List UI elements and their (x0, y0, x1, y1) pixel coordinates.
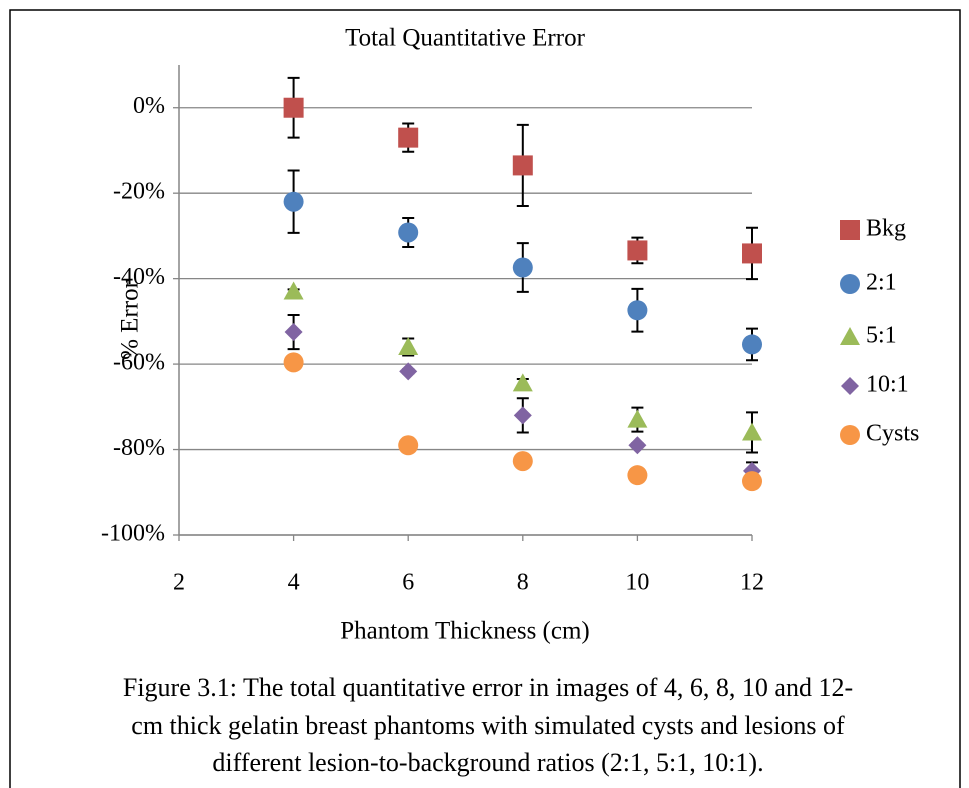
data-point (742, 243, 762, 264)
x-tick-label: 10 (625, 570, 649, 596)
x-tick-label: 2 (173, 570, 185, 596)
data-point (399, 362, 418, 381)
x-tick-label: 8 (517, 570, 529, 596)
y-tick-label: -20% (113, 179, 165, 205)
data-point (628, 436, 647, 455)
data-point (742, 334, 762, 355)
legend-label: 2:1 (866, 270, 897, 296)
data-point (283, 191, 304, 212)
data-point (512, 373, 533, 392)
data-point (512, 257, 533, 278)
data-point (512, 155, 533, 176)
legend-label: Bkg (866, 216, 906, 242)
y-tick-label: 0% (133, 93, 165, 119)
legend-marker (840, 425, 860, 445)
x-axis-title: Phantom Thickness (cm) (340, 618, 590, 645)
caption-line: different lesion-to-background ratios (2… (212, 748, 763, 777)
data-point (283, 352, 304, 373)
data-point (398, 337, 419, 355)
y-tick-label: -100% (101, 521, 165, 547)
y-tick-label: -40% (113, 264, 165, 290)
data-point (398, 127, 419, 148)
y-tick-label: -80% (113, 435, 165, 461)
data-point (627, 240, 648, 261)
data-point (742, 471, 762, 492)
data-point (627, 300, 648, 321)
chart-title: Total Quantitative Error (345, 25, 586, 52)
frame (9, 9, 961, 788)
x-tick-label: 4 (288, 570, 300, 596)
legend-label: Cysts (866, 421, 919, 447)
caption-line: cm thick gelatin breast phantoms with si… (131, 711, 845, 740)
caption-line: Figure 3.1: The total quantitative error… (123, 673, 853, 702)
data-point (283, 97, 304, 118)
data-point (283, 281, 304, 300)
data-point (398, 435, 419, 456)
data-point (627, 465, 648, 486)
data-point (398, 222, 419, 243)
data-point (742, 422, 762, 441)
legend-label: 10:1 (866, 372, 909, 398)
x-tick-label: 12 (740, 570, 764, 596)
x-tick-label: 6 (402, 570, 414, 596)
legend-marker (840, 327, 860, 345)
y-tick-label: -60% (113, 350, 165, 376)
data-point (513, 406, 532, 425)
legend-label: 5:1 (866, 323, 897, 349)
y-axis-title: % Error (117, 279, 144, 359)
data-point (512, 451, 533, 472)
data-point (627, 409, 648, 428)
legend-marker (840, 220, 860, 240)
legend-marker (840, 274, 860, 294)
data-point (284, 323, 303, 342)
legend-marker (841, 377, 859, 395)
